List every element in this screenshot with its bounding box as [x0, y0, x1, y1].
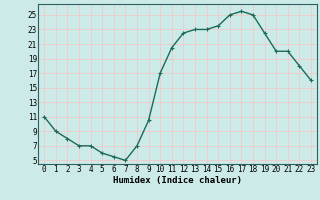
X-axis label: Humidex (Indice chaleur): Humidex (Indice chaleur)	[113, 176, 242, 185]
